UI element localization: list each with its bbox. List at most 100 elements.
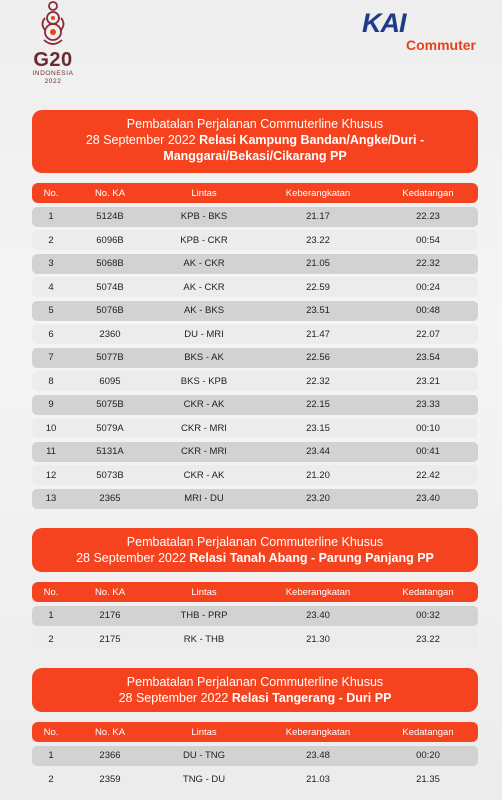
col-arr: Kedatangan	[402, 187, 454, 199]
section-title-date: 28 September 2022	[118, 691, 229, 705]
col-dep: Keberangkatan	[285, 586, 351, 598]
cell-departure: 23.51	[306, 305, 330, 316]
cell-ka: 5077B	[96, 352, 124, 363]
section-title-line2: 28 September 2022 Relasi Kampung Bandan/…	[40, 132, 470, 148]
cell-no: 6	[48, 328, 54, 340]
table-body: 1 2176 THB - PRP 23.40 00:32 2 2175 RK - THB 21.…	[32, 605, 478, 649]
col-dep: Keberangkatan	[285, 726, 351, 738]
cell-lintas: TNG - DU	[182, 773, 226, 785]
cell-no: 9	[48, 399, 54, 410]
cell-ka: 5076B	[96, 305, 124, 316]
table-row: 1 2366 DU - TNG 23.48 00:20	[32, 745, 478, 766]
table-row: 10 5079A CKR - MRI 23.15 00:10	[32, 418, 478, 438]
table-row: 11 5131A CKR - MRI 23.44 00:41	[32, 441, 478, 462]
cell-arrival: 22.32	[416, 258, 440, 269]
cell-departure: 21.47	[306, 328, 330, 340]
section-title-line3: Manggarai/Bekasi/Cikarang PP	[163, 149, 347, 163]
cell-departure: 23.48	[306, 750, 330, 761]
cell-lintas: KPB - CKR	[180, 234, 228, 246]
cell-ka: 5124B	[96, 211, 124, 222]
cell-departure: 21.03	[306, 773, 330, 785]
cell-arrival: 00:20	[416, 750, 440, 761]
cell-no: 2	[48, 633, 54, 645]
cell-arrival: 23.54	[416, 352, 440, 363]
table-row: 2 6096B KPB - CKR 23.22 00:54	[32, 230, 478, 250]
cell-lintas: BKS - KPB	[180, 375, 228, 387]
section-title-relasi: Relasi Tangerang - Duri PP	[231, 691, 392, 705]
section-title-line1: Pembatalan Perjalanan Commuterline Khusu…	[126, 535, 384, 549]
cell-no: 3	[48, 258, 54, 269]
cell-departure: 23.20	[306, 493, 330, 504]
section-kampung-bandan: Pembatalan Perjalanan Commuterline Khusu…	[32, 110, 478, 509]
cell-lintas: CKR - AK	[183, 399, 225, 410]
g20-year: 2022	[44, 78, 62, 85]
col-arr: Kedatangan	[402, 586, 454, 598]
table-body: 1 2366 DU - TNG 23.48 00:20 2 2359 TNG - DU 21.0…	[32, 745, 478, 789]
cell-no: 1	[48, 750, 54, 761]
cell-lintas: AK - CKR	[183, 281, 225, 293]
cell-no: 1	[48, 211, 54, 222]
g20-subtitle: INDONESIA	[32, 70, 74, 77]
cell-arrival: 23.40	[416, 493, 440, 504]
col-lintas: Lintas	[191, 187, 217, 199]
cell-lintas: CKR - AK	[183, 469, 225, 481]
cell-departure: 21.20	[306, 469, 330, 481]
cell-departure: 22.59	[306, 281, 330, 293]
table-row: 6 2360 DU - MRI 21.47 22.07	[32, 324, 478, 344]
section-title-line2: 28 September 2022 Relasi Tangerang - Dur…	[40, 690, 470, 706]
cell-arrival: 22.23	[416, 211, 440, 222]
cell-arrival: 23.22	[416, 633, 440, 645]
cell-arrival: 00:54	[416, 234, 440, 246]
cell-lintas: KPB - BKS	[180, 211, 228, 222]
cell-lintas: CKR - MRI	[181, 446, 227, 457]
cell-lintas: MRI - DU	[184, 493, 224, 504]
cell-lintas: AK - CKR	[183, 258, 225, 269]
cell-arrival: 00:32	[416, 610, 440, 621]
table-row: 8 6095 BKS - KPB 22.32 23.21	[32, 371, 478, 391]
cell-ka: 2175	[99, 633, 121, 645]
section-title: Pembatalan Perjalanan Commuterline Khusu…	[32, 668, 478, 712]
cell-ka: 5079A	[96, 422, 124, 434]
table-header: No. No. KA Lintas Keberangkatan Kedatang…	[32, 183, 478, 203]
section-title: Pembatalan Perjalanan Commuterline Khusu…	[32, 110, 478, 173]
col-dep: Keberangkatan	[285, 187, 351, 199]
cell-departure: 22.56	[306, 352, 330, 363]
cell-arrival: 00:10	[416, 422, 440, 434]
col-ka: No. KA	[94, 586, 126, 598]
cell-ka: 6096B	[96, 234, 124, 246]
table-header: No. No. KA Lintas Keberangkatan Kedatang…	[32, 582, 478, 602]
cell-lintas: BKS - AK	[184, 352, 224, 363]
cell-arrival: 23.33	[416, 399, 440, 410]
cell-arrival: 21.35	[416, 773, 440, 785]
col-lintas: Lintas	[191, 586, 217, 598]
cell-no: 5	[48, 305, 54, 316]
g20-emblem-icon	[41, 1, 65, 45]
g20-logo: G20 INDONESIA 2022	[22, 0, 84, 96]
cell-arrival: 00:41	[416, 446, 440, 457]
table-row: 4 5074B AK - CKR 22.59 00:24	[32, 277, 478, 297]
cell-no: 2	[48, 234, 54, 246]
col-lintas: Lintas	[191, 726, 217, 738]
cell-departure: 22.15	[306, 399, 330, 410]
cell-arrival: 00:48	[416, 305, 440, 316]
section-title: Pembatalan Perjalanan Commuterline Khusu…	[32, 528, 478, 572]
table-row: 7 5077B BKS - AK 22.56 23.54	[32, 347, 478, 368]
section-title-line2: 28 September 2022 Relasi Tanah Abang - P…	[40, 550, 470, 566]
cell-no: 8	[48, 375, 54, 387]
cell-ka: 5131A	[96, 446, 124, 457]
cell-departure: 22.32	[306, 375, 330, 387]
cell-no: 10	[45, 422, 57, 434]
cell-departure: 21.05	[306, 258, 330, 269]
cell-ka: 2366	[99, 750, 121, 761]
cell-ka: 6095	[99, 375, 121, 387]
col-ka: No. KA	[94, 187, 126, 199]
table-row: 9 5075B CKR - AK 22.15 23.33	[32, 394, 478, 415]
cell-departure: 21.17	[306, 211, 330, 222]
table-row: 1 5124B KPB - BKS 21.17 22.23	[32, 206, 478, 227]
table-row: 3 5068B AK - CKR 21.05 22.32	[32, 253, 478, 274]
cell-ka: 5075B	[96, 399, 124, 410]
cell-arrival: 22.42	[416, 469, 440, 481]
table-row: 1 2176 THB - PRP 23.40 00:32	[32, 605, 478, 626]
cell-no: 2	[48, 773, 54, 785]
cell-lintas: RK - THB	[183, 633, 225, 645]
